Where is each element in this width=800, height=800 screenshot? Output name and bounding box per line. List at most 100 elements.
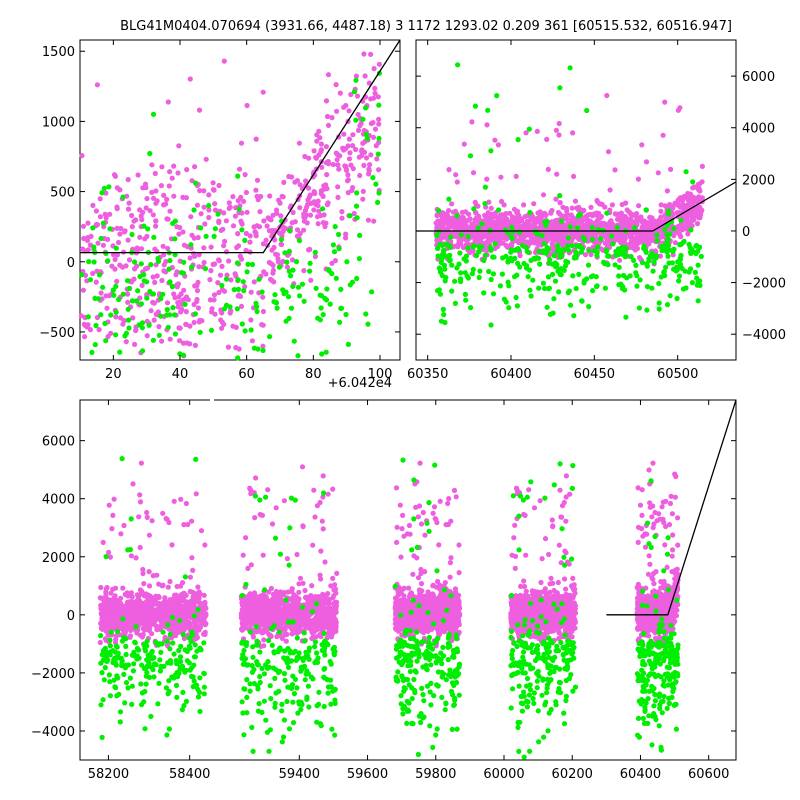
data-point-magenta — [296, 589, 302, 595]
data-point-magenta — [183, 195, 189, 201]
data-point-green — [667, 293, 673, 299]
data-point-magenta — [146, 583, 153, 589]
data-point-magenta — [185, 521, 191, 528]
data-point-green — [280, 287, 286, 293]
data-point-green — [558, 218, 565, 224]
data-point-green — [320, 206, 326, 212]
data-point-magenta — [343, 235, 349, 241]
data-point-magenta — [207, 277, 213, 283]
data-point-magenta — [174, 284, 180, 290]
data-point-magenta — [460, 214, 466, 221]
data-point-magenta — [527, 232, 533, 238]
data-point-magenta — [306, 194, 312, 200]
data-point-magenta — [104, 305, 110, 311]
tl-xtick-label: 100 — [368, 367, 393, 382]
data-point-magenta — [254, 177, 261, 183]
data-point-green — [457, 250, 463, 256]
data-point-magenta — [447, 560, 453, 566]
data-point-green — [276, 264, 282, 270]
data-point-magenta — [333, 623, 339, 629]
data-point-magenta — [461, 141, 467, 147]
data-point-green — [442, 266, 448, 272]
data-point-magenta — [345, 143, 351, 149]
data-point-magenta — [251, 606, 257, 612]
data-point-magenta — [149, 162, 155, 168]
data-point-green — [297, 293, 303, 299]
data-point-green — [558, 272, 564, 278]
data-point-green — [169, 283, 175, 289]
data-point-green — [91, 244, 97, 250]
data-point-magenta — [191, 598, 198, 605]
data-point-green — [616, 273, 622, 279]
data-point-magenta — [555, 222, 561, 228]
data-point-magenta — [126, 257, 133, 263]
data-point-green — [98, 235, 104, 242]
data-point-green — [347, 213, 353, 219]
data-point-magenta — [292, 179, 298, 185]
data-point-magenta — [339, 209, 345, 215]
data-point-magenta — [80, 223, 87, 229]
data-point-green — [584, 276, 590, 282]
data-point-green — [573, 252, 579, 258]
data-point-magenta — [125, 206, 132, 212]
data-point-magenta — [134, 592, 140, 598]
data-point-green — [670, 248, 676, 255]
data-point-green — [271, 299, 277, 305]
data-point-green — [234, 260, 241, 266]
data-point-green — [472, 103, 478, 109]
data-point-green — [375, 151, 381, 157]
data-point-magenta — [585, 217, 591, 223]
data-point-green — [170, 305, 176, 311]
data-point-magenta — [366, 80, 372, 86]
data-point-green — [442, 278, 448, 284]
data-point-magenta — [360, 188, 366, 194]
data-point-magenta — [163, 516, 169, 522]
data-point-magenta — [281, 224, 287, 231]
data-point-magenta — [617, 257, 623, 263]
data-point-green — [478, 244, 484, 250]
data-point-magenta — [317, 572, 323, 578]
data-point-magenta — [343, 231, 349, 237]
data-point-magenta — [302, 207, 308, 214]
data-point-magenta — [180, 580, 186, 586]
data-point-green — [145, 226, 151, 232]
data-point-green — [477, 268, 483, 274]
tl-ytick-label: 500 — [50, 186, 75, 201]
data-point-magenta — [328, 634, 335, 640]
data-point-magenta — [221, 243, 227, 249]
data-point-green — [202, 266, 209, 272]
data-point-magenta — [88, 233, 94, 239]
data-point-green — [471, 243, 477, 249]
data-point-magenta — [320, 220, 326, 226]
data-point-magenta — [300, 524, 306, 530]
data-point-magenta — [216, 218, 222, 224]
data-point-green — [313, 285, 319, 291]
data-point-magenta — [658, 202, 664, 208]
data-point-green — [665, 211, 672, 217]
data-point-green — [440, 306, 446, 312]
data-point-green — [674, 295, 680, 302]
data-point-magenta — [270, 270, 276, 276]
data-point-magenta — [568, 212, 574, 218]
data-point-magenta — [280, 194, 286, 200]
data-point-green — [530, 277, 536, 283]
data-point-magenta — [200, 619, 206, 625]
data-point-green — [540, 280, 547, 286]
data-point-magenta — [495, 219, 501, 225]
data-point-green — [695, 262, 701, 268]
data-point-green — [577, 211, 583, 217]
data-point-magenta — [318, 548, 324, 554]
data-point-magenta — [439, 219, 445, 225]
data-point-green — [197, 329, 203, 335]
data-point-magenta — [368, 152, 374, 158]
data-point-magenta — [333, 150, 339, 156]
data-point-magenta — [331, 593, 337, 599]
data-point-magenta — [163, 258, 169, 265]
data-point-magenta — [105, 334, 111, 340]
data-point-magenta — [248, 562, 254, 568]
data-point-green — [557, 85, 563, 91]
data-point-magenta — [253, 187, 259, 193]
data-point-magenta — [164, 216, 170, 222]
data-point-magenta — [301, 227, 307, 233]
data-point-green — [206, 203, 212, 209]
